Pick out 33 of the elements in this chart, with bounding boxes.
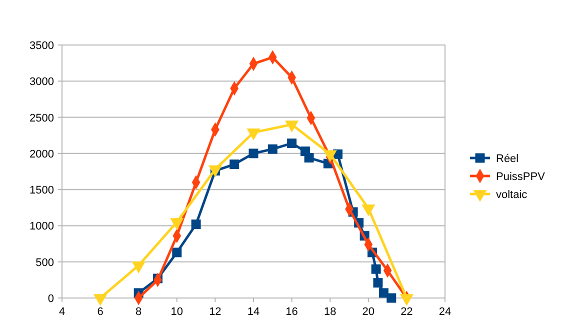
point [268,144,278,154]
legend-label: PuissPPV [496,171,546,183]
x-tick-label: 4 [58,306,66,318]
x-tick-label: 22 [400,306,413,318]
y-tick-label: 2000 [30,148,54,160]
y-tick-label: 3000 [30,76,54,88]
x-tick-label: 10 [170,306,184,318]
y-tick-label: 0 [48,293,54,305]
y-tick-label: 1500 [30,184,54,197]
point [304,153,314,163]
y-tick-label: 2500 [30,112,54,124]
x-tick-label: 20 [362,306,375,318]
point [371,264,381,274]
point [172,248,182,258]
legend-label: Réel [496,153,519,165]
legend-label: voltaic [496,189,528,201]
y-tick-label: 500 [36,256,54,269]
point [386,293,396,303]
x-tick-label: 24 [438,306,452,318]
point [191,220,201,230]
point [230,160,240,170]
point [373,278,383,288]
y-tick-label: 3500 [30,40,54,52]
y-tick-label: 1000 [30,220,54,233]
x-tick-label: 8 [136,306,142,318]
point [287,138,297,148]
x-tick-label: 12 [209,306,222,318]
x-tick-label: 18 [324,306,336,318]
x-tick-label: 6 [97,306,104,318]
x-tick-label: 16 [286,306,298,318]
point [248,148,258,158]
x-tick-label: 14 [247,306,260,318]
point [378,288,388,298]
